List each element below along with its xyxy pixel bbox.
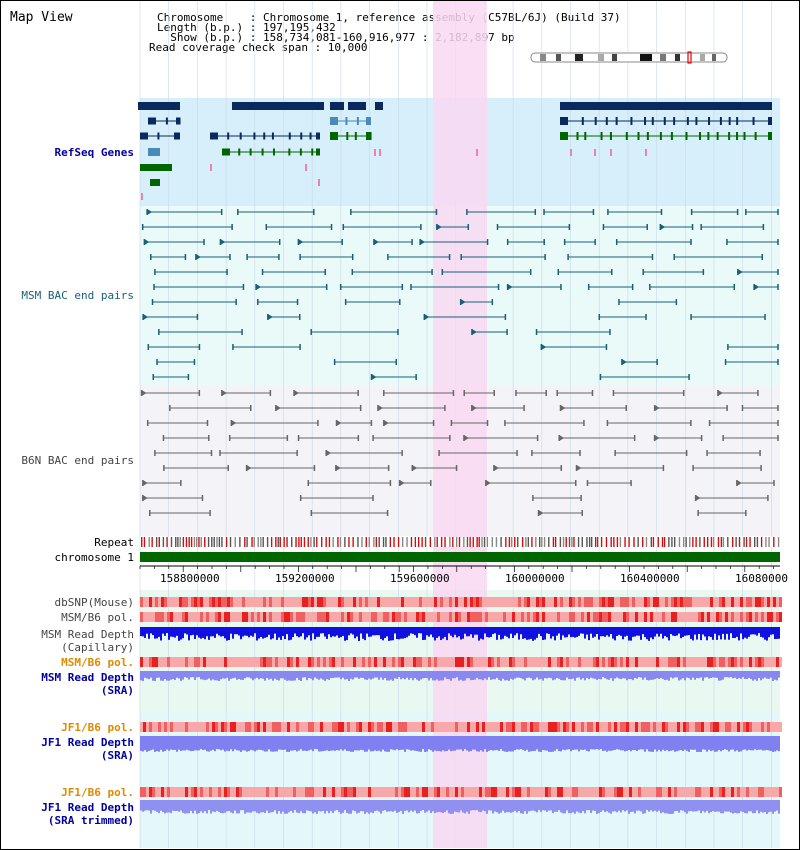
map-view-title: Map View [10, 10, 73, 25]
label-jf1-read-depth-tr-2: (SRA trimmed) [47, 814, 134, 827]
axis-tick-label-6: 16080000 [735, 572, 788, 585]
label-chromosome: chromosome 1 [54, 551, 134, 564]
axis-tick-label-1: 158800000 [160, 572, 220, 585]
header-read-coverage: Read coverage check span : 10,000 [149, 41, 368, 54]
label-dbsnp: dbSNP(Mouse) [54, 596, 134, 609]
b6n-bac-track[interactable] [140, 390, 779, 516]
axis-tick-label-3: 159600000 [390, 572, 450, 585]
label-msm-b6-pol-2: MSM/B6 pol. [61, 656, 134, 669]
label-msm-read-depth-sra: MSM Read Depth [41, 671, 134, 684]
axis-tick-label-5: 160400000 [620, 572, 680, 585]
label-jf1-b6-pol-2: JF1/B6 pol. [61, 786, 134, 799]
label-msm-b6-pol-1: MSM/B6 pol. [61, 611, 134, 624]
read-depth-tracks[interactable] [140, 627, 780, 814]
header-length: Length (b.p.) : 197,195,432 [157, 21, 336, 34]
msm-bac-track[interactable] [141, 209, 779, 380]
label-jf1-b6-pol-1: JF1/B6 pol. [61, 721, 134, 734]
label-b6n-bac[interactable]: B6N BAC end pairs [21, 454, 134, 467]
label-jf1-read-depth-tr: JF1 Read Depth [41, 801, 134, 814]
label-refseq-genes[interactable]: RefSeq Genes [54, 146, 134, 159]
chromosome-ideogram[interactable] [530, 51, 728, 64]
label-repeat: Repeat [94, 536, 134, 549]
label-msm-read-depth-cap: MSM Read Depth [41, 628, 134, 641]
label-msm-read-depth-cap-2: (Capillary) [61, 641, 134, 654]
label-jf1-read-depth-sra: JF1 Read Depth [41, 736, 134, 749]
label-jf1-read-depth-sra-2: (SRA) [100, 749, 134, 762]
chromosome-bar [140, 552, 780, 562]
axis-ticks [139, 566, 774, 572]
axis-tick-label-2: 159200000 [275, 572, 335, 585]
repeat-track[interactable] [140, 537, 780, 547]
refseq-genes-track[interactable] [138, 102, 772, 200]
label-msm-bac[interactable]: MSM BAC end pairs [21, 289, 134, 302]
highlight-region[interactable] [433, 0, 487, 848]
axis-tick-label-4: 160000000 [505, 572, 565, 585]
heatmap-tracks[interactable] [140, 597, 782, 797]
label-msm-read-depth-sra-2: (SRA) [100, 684, 134, 697]
